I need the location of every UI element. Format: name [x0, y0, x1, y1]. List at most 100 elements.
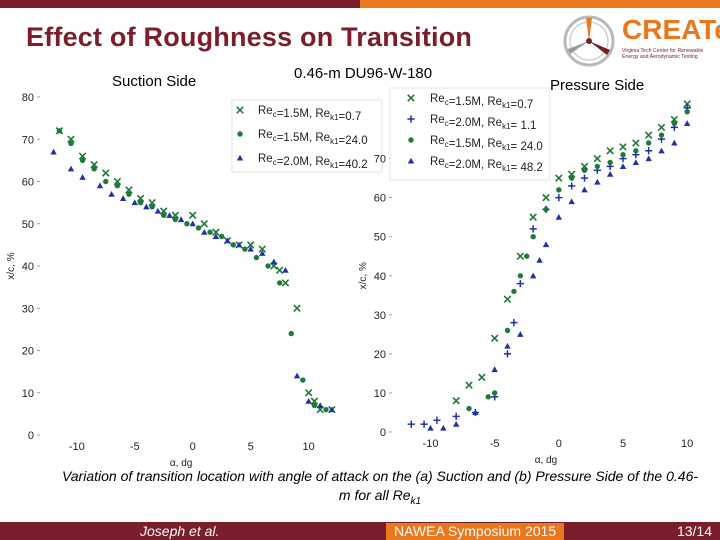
- y-tick-label: 60: [374, 193, 386, 205]
- data-point: [103, 178, 109, 185]
- pressure-side-title: Pressure Side: [550, 77, 645, 94]
- legend-entry: Rec=2.0M, Rek1=40.2: [258, 153, 368, 171]
- legend-entry: Rec=2.0M, Rek1= 48.2: [430, 156, 543, 174]
- data-point: [568, 175, 575, 181]
- data-point: [293, 304, 301, 313]
- data-point: [606, 147, 614, 155]
- suction-side-title: Suction Side: [112, 73, 197, 90]
- data-point: [529, 225, 537, 233]
- data-point: [328, 406, 336, 413]
- data-point: [491, 390, 498, 396]
- x-tick-label: -10: [423, 438, 439, 450]
- data-point: [504, 327, 511, 334]
- data-point: [201, 229, 208, 235]
- legend-entry: Rec=1.5M, Rek1= 24.0: [430, 135, 543, 153]
- data-point: [619, 143, 627, 151]
- data-point: [503, 295, 512, 303]
- data-point: [580, 162, 589, 171]
- data-point: [568, 182, 576, 190]
- data-point: [247, 245, 254, 252]
- data-point: [490, 334, 499, 343]
- page-number: 13/14: [676, 523, 712, 539]
- data-point: [670, 115, 679, 124]
- data-point: [68, 140, 74, 147]
- top-accent-bar: [0, 0, 720, 8]
- data-point: [485, 394, 491, 400]
- data-point: [161, 212, 167, 218]
- data-point: [466, 405, 472, 412]
- data-point: [620, 151, 626, 158]
- data-point: [67, 165, 75, 172]
- y-tick-label: 50: [374, 232, 386, 244]
- y-tick-label: 0: [380, 427, 386, 439]
- data-point: [184, 221, 190, 227]
- data-point: [524, 253, 530, 259]
- data-point: [293, 372, 301, 379]
- data-point: [91, 166, 97, 172]
- footer-bar: Joseph et al. NAWEA Symposium 2015 13/14: [0, 522, 720, 540]
- legend-entry: Rec=1.5M, Rek1=0.7: [258, 105, 361, 123]
- data-point: [632, 159, 640, 166]
- figure-caption: Variation of transition location with an…: [61, 468, 699, 507]
- data-point: [593, 154, 602, 163]
- data-point: [420, 420, 428, 428]
- x-axis-label: α, dg: [170, 458, 192, 469]
- data-point: [108, 190, 115, 197]
- data-point: [50, 148, 57, 155]
- data-point: [172, 216, 179, 223]
- data-point: [671, 120, 678, 127]
- data-point: [270, 258, 278, 265]
- data-point: [440, 424, 447, 431]
- legend-marker: [407, 94, 415, 102]
- x-tick-label: 10: [681, 438, 693, 450]
- data-point: [310, 397, 319, 405]
- data-point: [555, 174, 563, 182]
- data-point: [465, 381, 473, 389]
- data-point: [530, 234, 536, 240]
- data-point: [246, 241, 255, 249]
- x-tick-label: -5: [490, 438, 500, 450]
- data-point: [113, 177, 122, 186]
- data-point: [536, 256, 543, 263]
- data-point: [567, 170, 576, 178]
- data-point: [149, 204, 155, 210]
- legend-marker: [236, 106, 244, 114]
- data-point: [79, 157, 86, 164]
- data-point: [517, 331, 524, 337]
- logo-wordmark: CREATe: [622, 14, 720, 45]
- data-point: [119, 195, 127, 201]
- data-point: [555, 213, 563, 220]
- x-tick-label: 0: [556, 438, 562, 450]
- data-point: [633, 148, 639, 154]
- data-point: [67, 135, 75, 144]
- data-point: [96, 182, 104, 189]
- data-point: [79, 174, 86, 180]
- legend-marker: [408, 137, 414, 143]
- data-point: [407, 420, 415, 428]
- y-tick-label: 40: [22, 261, 34, 273]
- data-point: [137, 199, 144, 206]
- data-point: [645, 147, 653, 155]
- data-point: [594, 178, 601, 185]
- data-point: [478, 373, 486, 382]
- data-point: [195, 225, 202, 231]
- data-point: [212, 233, 220, 239]
- data-point: [529, 213, 537, 221]
- legend-entry: Rec=2.0M, Rek1= 1.1: [430, 114, 536, 132]
- data-point: [126, 191, 132, 197]
- data-point: [317, 402, 324, 408]
- data-point: [282, 267, 289, 273]
- x-tick-label: 10: [303, 441, 315, 453]
- data-point: [166, 212, 173, 218]
- data-point: [200, 219, 209, 228]
- y-tick-label: 20: [22, 346, 34, 358]
- data-point: [491, 366, 498, 373]
- data-point: [529, 272, 537, 279]
- data-point: [568, 198, 575, 205]
- data-point: [427, 424, 434, 431]
- data-point: [452, 412, 460, 420]
- data-point: [189, 220, 196, 227]
- footer-author: Joseph et al.: [140, 523, 220, 539]
- data-point: [212, 228, 220, 236]
- data-point: [143, 203, 150, 210]
